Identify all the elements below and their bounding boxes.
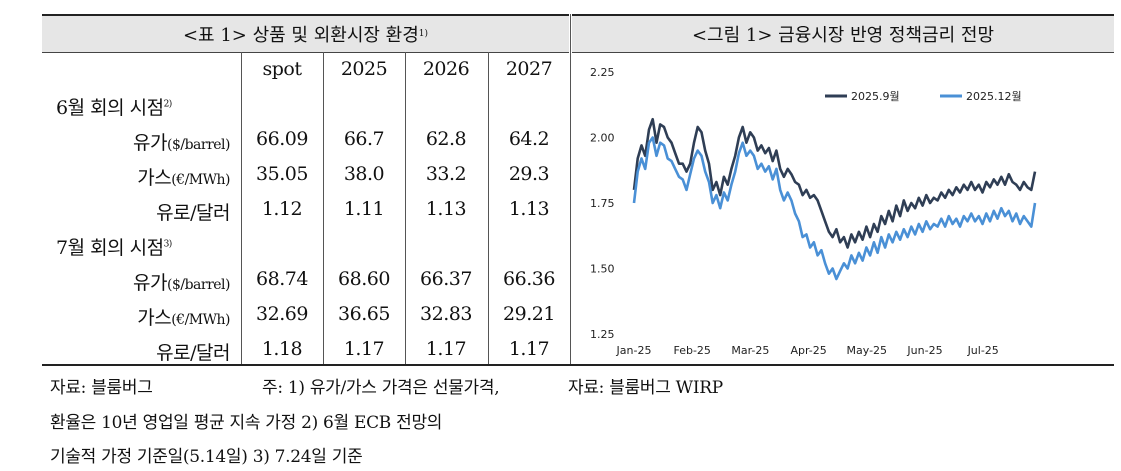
column-header: 2026 bbox=[422, 58, 470, 80]
table-cell: 32.83 bbox=[420, 303, 472, 325]
figure-title: <그림 1> 금융시장 반영 정책금리 전망 bbox=[572, 14, 1114, 53]
table-cell: 1.13 bbox=[425, 198, 467, 220]
row-label: 유로/달러 bbox=[156, 202, 230, 224]
table-cell: 35.05 bbox=[256, 163, 308, 185]
y-tick-label: 1.25 bbox=[590, 328, 615, 341]
legend-label: 2025.9월 bbox=[851, 90, 900, 103]
x-tick-label: Feb-25 bbox=[673, 344, 710, 357]
column-divider bbox=[405, 52, 406, 364]
table-cell: 1.11 bbox=[343, 198, 385, 220]
x-tick-label: Jun-25 bbox=[906, 344, 942, 357]
table-cell: 1.18 bbox=[261, 338, 303, 360]
row-label: 가스(€/MWh) bbox=[137, 307, 230, 329]
table-cell: 66.37 bbox=[420, 268, 472, 290]
x-tick-label: Jan-25 bbox=[616, 344, 652, 357]
column-divider bbox=[488, 52, 489, 364]
y-tick-label: 1.75 bbox=[590, 197, 615, 210]
table-cell: 29.3 bbox=[508, 163, 550, 185]
panel-divider bbox=[570, 14, 571, 364]
section-label: 6월 회의 시점2) bbox=[56, 97, 172, 119]
x-tick-label: Mar-25 bbox=[731, 344, 769, 357]
table-cell: 66.7 bbox=[343, 128, 385, 150]
row-label: 유가($/barrel) bbox=[133, 272, 230, 294]
table-title-footnote: 1) bbox=[418, 29, 429, 39]
table-cell: 29.21 bbox=[503, 303, 555, 325]
footnote-text: 기술적 가정 기준일(5.14일) 3) 7.24일 기준 bbox=[50, 447, 363, 467]
table-cell: 38.0 bbox=[343, 163, 385, 185]
y-tick-label: 2.25 bbox=[590, 66, 615, 79]
row-label: 유로/달러 bbox=[156, 342, 230, 364]
x-tick-label: Apr-25 bbox=[790, 344, 826, 357]
footnote-text: 주: 1) 유가/가스 가격은 선물가격, bbox=[262, 378, 500, 398]
table-cell: 32.69 bbox=[256, 303, 308, 325]
table-cell: 64.2 bbox=[508, 128, 550, 150]
y-tick-label: 2.00 bbox=[590, 132, 615, 145]
x-tick-label: Jul-25 bbox=[967, 344, 999, 357]
legend-label: 2025.12월 bbox=[966, 90, 1022, 103]
column-header: 2027 bbox=[505, 58, 553, 80]
table-cell: 62.8 bbox=[425, 128, 467, 150]
table-cell: 1.12 bbox=[261, 198, 303, 220]
table-title: <표 1> 상품 및 외환시장 환경 1) bbox=[42, 14, 569, 53]
table-title-text: <표 1> 상품 및 외환시장 환경 bbox=[182, 25, 419, 46]
series-line bbox=[632, 117, 1037, 249]
table-cell: 1.17 bbox=[425, 338, 467, 360]
column-divider bbox=[241, 52, 242, 364]
table-cell: 66.36 bbox=[503, 268, 555, 290]
table-cell: 66.09 bbox=[256, 128, 308, 150]
row-label: 가스(€/MWh) bbox=[137, 167, 230, 189]
column-header: spot bbox=[262, 58, 303, 80]
table-cell: 33.2 bbox=[425, 163, 467, 185]
row-label: 유가($/barrel) bbox=[133, 132, 230, 154]
figure-title-text: <그림 1> 금융시장 반영 정책금리 전망 bbox=[691, 25, 995, 46]
section-label: 7월 회의 시점3) bbox=[56, 237, 172, 259]
column-header: 2025 bbox=[340, 58, 388, 80]
table-cell: 36.65 bbox=[338, 303, 390, 325]
bottom-rule bbox=[42, 364, 1114, 366]
series-line bbox=[632, 136, 1037, 281]
table-cell: 1.17 bbox=[343, 338, 385, 360]
footnote-text: 환율은 10년 영업일 평균 지속 가정 2) 6월 ECB 전망의 bbox=[50, 413, 443, 433]
table-cell: 68.74 bbox=[256, 268, 308, 290]
x-tick-label: May-25 bbox=[847, 344, 888, 357]
chart-source-note: 자료: 블룸버그 WIRP bbox=[568, 378, 723, 398]
source-note: 자료: 블룸버그 bbox=[50, 378, 153, 398]
table-cell: 68.60 bbox=[338, 268, 390, 290]
column-divider bbox=[323, 52, 324, 364]
table-cell: 1.17 bbox=[508, 338, 550, 360]
y-tick-label: 1.50 bbox=[590, 263, 615, 276]
table-cell: 1.13 bbox=[508, 198, 550, 220]
